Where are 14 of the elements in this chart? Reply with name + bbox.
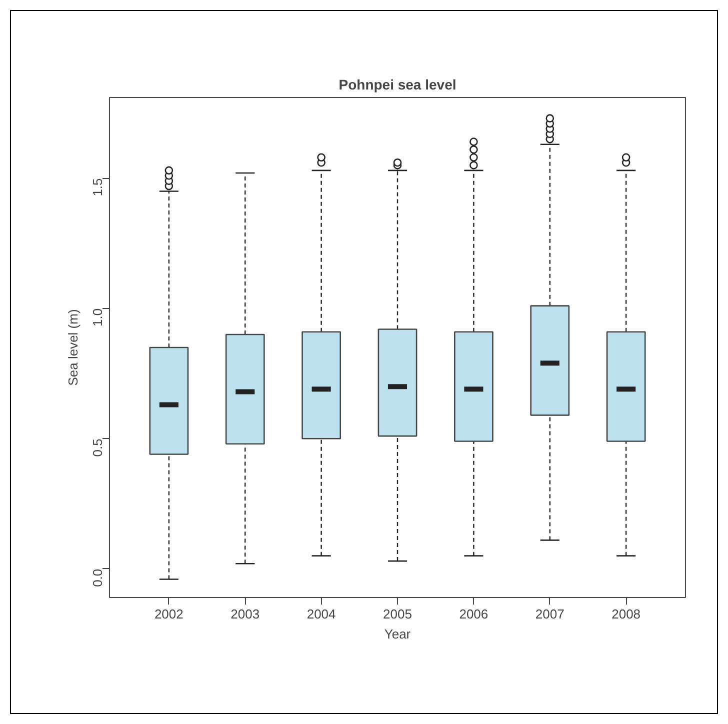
- y-axis-title: Sea level (m): [66, 309, 80, 386]
- x-axis-title: Year: [384, 626, 412, 642]
- chart-title: Pohnpei sea level: [338, 76, 456, 92]
- y-tick-label: 1.0: [90, 308, 105, 327]
- x-tick-label: 2003: [230, 606, 260, 622]
- x-tick-label: 2002: [154, 606, 184, 622]
- y-tick-label: 0.5: [90, 438, 105, 457]
- x-tick-label: 2006: [459, 606, 488, 622]
- y-tick-label: 1.5: [90, 178, 105, 196]
- x-tick-label: 2004: [306, 606, 336, 622]
- x-tick-label: 2005: [383, 606, 412, 622]
- x-tick-label: 2008: [612, 606, 641, 622]
- y-tick-label: 0.0: [90, 568, 105, 587]
- x-tick-label: 2007: [535, 606, 564, 622]
